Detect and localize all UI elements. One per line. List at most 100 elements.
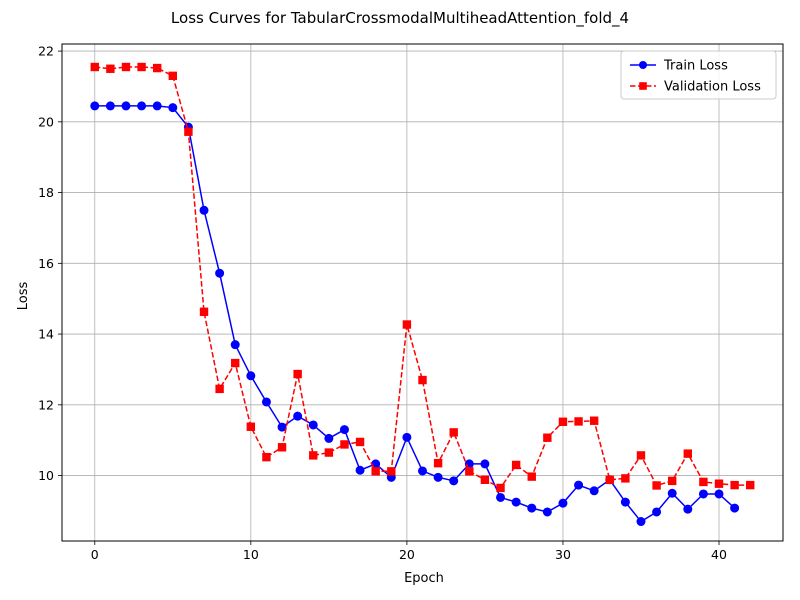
y-tick-label: 20 [38,114,54,129]
data-point [339,425,349,435]
data-point [402,320,412,329]
data-point [558,417,568,426]
data-point [215,384,224,394]
data-point [231,358,240,368]
legend-item: Train Loss [630,59,728,74]
y-tick-label: 10 [38,468,54,483]
data-point [746,480,755,490]
data-point [293,369,302,379]
data-point [480,459,490,469]
data-point [293,411,303,421]
x-tick-label: 30 [555,547,571,562]
legend: Train Loss Validation Loss [620,50,777,100]
data-point [699,477,708,487]
legend-label: Train Loss [663,59,728,74]
x-tick-label: 10 [243,547,259,562]
data-point [355,437,365,447]
data-point [605,475,614,485]
data-point [168,71,178,81]
chart-title: Loss Curves for TabularCrossmodalMultihe… [171,9,629,28]
data-point [496,483,505,493]
plot-frame [61,43,784,542]
data-point [387,467,396,476]
data-point [90,62,99,72]
data-point [636,451,646,460]
data-point [199,205,209,215]
data-point [168,103,178,113]
y-tick-label: 18 [38,185,54,200]
data-point [714,479,724,488]
x-tick-label: 40 [711,547,727,562]
data-point [418,375,427,385]
data-point [262,452,271,462]
data-point [449,428,458,437]
data-point [184,127,193,136]
data-point [324,448,334,457]
data-point [652,507,662,517]
x-tick-label: 0 [91,547,99,562]
data-point [511,460,521,470]
data-point [574,417,583,426]
data-point [402,432,412,442]
y-tick-label: 16 [38,256,54,271]
data-point [480,475,490,485]
data-point [698,489,708,499]
series-validation-loss [90,62,755,493]
data-point [511,497,521,507]
data-point [542,507,552,517]
data-point [418,466,427,476]
data-point [620,497,630,507]
y-axis-label: Loss [16,282,31,311]
data-point [574,480,584,490]
data-point [667,476,677,486]
data-point [277,443,287,452]
data-point [215,268,225,278]
data-point [667,488,677,498]
legend-marker [639,61,647,69]
data-point [621,474,630,483]
data-point [105,101,115,111]
data-point [543,433,552,442]
data-point [121,101,131,111]
legend-box [620,50,777,100]
data-point [152,63,162,73]
legend-item: Validation Loss [630,80,761,95]
legend-marker [639,82,647,90]
y-tick-label: 14 [38,327,54,342]
axis-ticks: 0 10 20 30 40 10 12 14 16 18 20 22 [38,44,727,562]
data-point [152,101,162,111]
data-point [308,420,318,430]
data-point [121,62,131,72]
series-train-loss [90,101,740,527]
data-point [277,422,287,432]
data-point [496,492,506,502]
data-point [527,472,536,481]
data-point [433,458,443,468]
legend-label: Validation Loss [664,80,761,95]
data-point [636,517,646,527]
grid [62,44,783,541]
data-point [465,467,474,476]
data-point [371,467,380,476]
data-point [558,498,568,508]
data-point [730,480,739,490]
data-point [527,503,537,513]
data-point [589,416,599,425]
data-point [355,465,365,475]
data-point [246,371,256,381]
y-tick-label: 22 [38,44,54,59]
x-axis-label: Epoch [404,571,444,586]
data-point [246,422,256,431]
data-point [261,397,271,407]
data-point [449,476,459,486]
series [90,62,755,527]
data-point [340,440,349,449]
data-point [90,101,100,111]
data-point [714,489,724,499]
y-tick-label: 12 [38,397,54,412]
data-point [683,504,693,514]
data-point [433,472,443,482]
data-point [137,62,146,72]
data-point [730,503,740,513]
